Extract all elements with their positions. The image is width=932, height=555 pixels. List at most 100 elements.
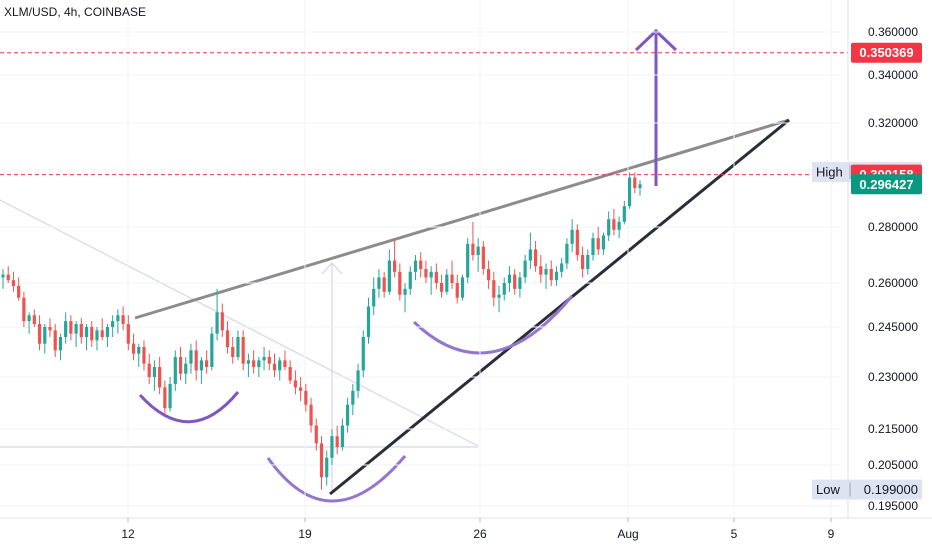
price-tick-label: 0.195000 xyxy=(868,499,918,513)
candle-body xyxy=(372,288,376,307)
candle-body xyxy=(570,229,574,244)
candle-body xyxy=(69,321,73,334)
grid-lines xyxy=(0,0,840,518)
price-tick-label: 0.360000 xyxy=(868,25,918,39)
candle-body xyxy=(460,277,465,298)
candle-body xyxy=(549,269,553,281)
candle-body xyxy=(528,249,532,261)
candle-body xyxy=(356,370,360,391)
candle-body xyxy=(231,347,235,357)
price-tick-label: 0.230000 xyxy=(868,370,918,384)
candle-body xyxy=(189,350,193,364)
time-tick-label: 5 xyxy=(731,527,738,541)
price-tick-label: 0.205000 xyxy=(868,458,918,472)
candle-body xyxy=(22,297,26,322)
price-tick-label: 0.215000 xyxy=(868,422,918,436)
last-price-label: 0.296427 xyxy=(859,177,913,192)
candle-body xyxy=(612,219,616,230)
candle-body xyxy=(403,288,407,295)
faint-diagonal-line xyxy=(0,199,479,447)
candle-body xyxy=(121,315,125,325)
arc-left xyxy=(138,391,240,424)
candle-body xyxy=(262,357,266,361)
candle-body xyxy=(299,387,303,391)
candle-body xyxy=(131,343,136,354)
candle-body xyxy=(168,383,172,409)
candle-body xyxy=(58,337,63,351)
candle-body xyxy=(105,327,110,337)
candle-body xyxy=(455,283,459,298)
candle-body xyxy=(466,243,470,278)
candle-body xyxy=(48,327,52,331)
drawing-annotations xyxy=(0,28,790,503)
candle-body xyxy=(601,235,606,250)
price-axis[interactable]: 0.360000 0.340000 0.320000 0.280000 0.260000… xyxy=(847,0,918,518)
candle-body xyxy=(147,363,151,377)
candle-body xyxy=(43,327,47,344)
arc-right xyxy=(412,295,574,355)
time-axis[interactable]: 12 19 26 Aug 5 9 xyxy=(0,517,932,541)
candle-body xyxy=(252,360,256,367)
candle-body xyxy=(283,360,287,367)
candle-body xyxy=(361,337,365,371)
time-tick-label: 26 xyxy=(473,527,487,541)
target-price-label: 0.350369 xyxy=(859,45,913,60)
arc-bottom xyxy=(266,455,407,503)
candle-body xyxy=(580,255,585,269)
candle-body xyxy=(314,425,318,444)
time-tick-label: 19 xyxy=(298,527,312,541)
candle-body xyxy=(304,390,308,405)
symbol-title: XLM/USD, 4h, COINBASE xyxy=(4,5,147,19)
candle-body xyxy=(288,367,292,381)
price-tick-label: 0.280000 xyxy=(868,220,918,234)
high-label-caption: High xyxy=(816,165,843,180)
candle-body xyxy=(502,283,506,295)
candle-body xyxy=(32,315,36,325)
candle-body xyxy=(309,404,313,426)
candle-body xyxy=(194,350,198,371)
candle-body xyxy=(173,357,177,384)
candle-body xyxy=(445,274,449,292)
candle-body xyxy=(486,269,491,281)
candle-body xyxy=(1,274,5,278)
candle-body xyxy=(272,363,277,371)
candle-body xyxy=(64,321,68,337)
candle-body xyxy=(434,271,438,283)
price-labels: 0.350369High0.3011400.3001580.296427Low0… xyxy=(812,42,922,500)
candle-body xyxy=(11,280,16,286)
candle-body xyxy=(257,360,261,367)
time-tick-label: 9 xyxy=(828,527,835,541)
candle-body xyxy=(413,260,418,272)
candle-body xyxy=(507,274,512,283)
last-price-label-bg xyxy=(851,174,922,195)
candle-body xyxy=(210,333,214,367)
candle-body xyxy=(199,360,204,371)
candle-body xyxy=(158,367,162,388)
candle-body xyxy=(178,357,183,374)
candle-body xyxy=(37,324,42,344)
low-label-caption: Low xyxy=(816,482,840,497)
candle-body xyxy=(382,277,386,292)
price-tick-label: 0.340000 xyxy=(868,68,918,82)
price-tick-label: 0.245000 xyxy=(868,320,918,334)
resistance-trendline xyxy=(134,118,790,320)
candle-body xyxy=(492,280,496,298)
candle-body xyxy=(476,246,480,255)
candle-body xyxy=(142,347,146,364)
candle-body xyxy=(236,337,240,357)
candle-body xyxy=(627,177,632,207)
price-tick-label: 0.320000 xyxy=(868,116,918,130)
candle-body xyxy=(439,283,444,292)
candle-body xyxy=(225,330,230,347)
candle-body xyxy=(513,274,517,289)
candle-body xyxy=(220,312,224,331)
candle-body xyxy=(246,360,251,364)
candle-body xyxy=(90,327,94,341)
candle-body xyxy=(622,206,626,222)
candle-body xyxy=(481,246,485,269)
candle-body xyxy=(586,255,590,269)
candle-body xyxy=(163,387,167,409)
candles-layer xyxy=(1,172,642,490)
